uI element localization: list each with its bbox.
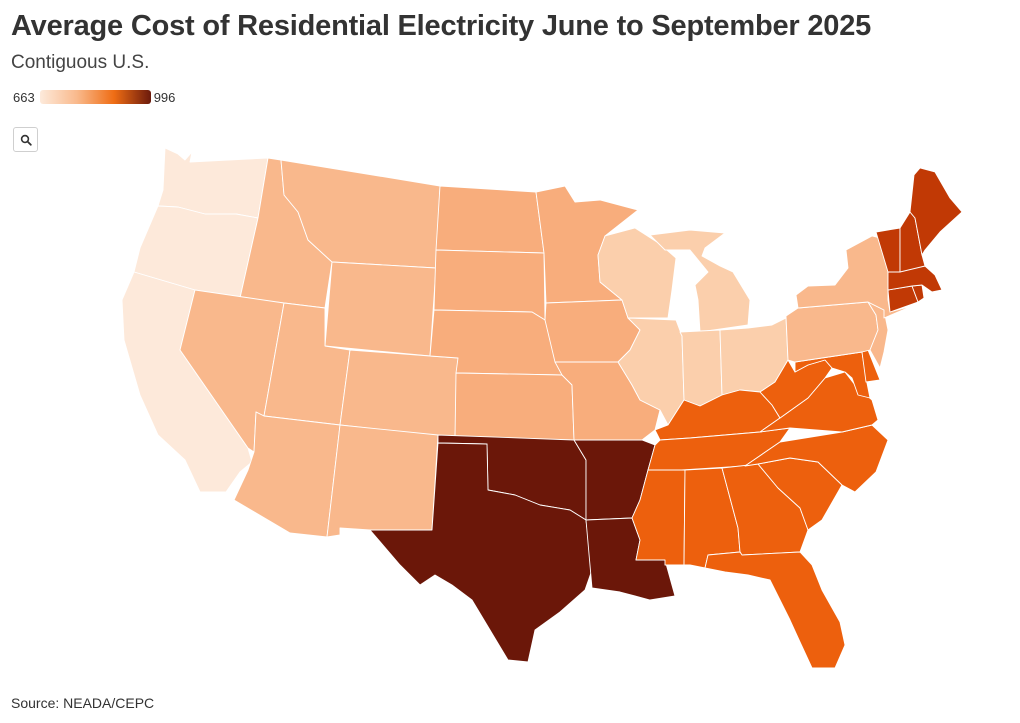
state-massachusetts[interactable] xyxy=(887,265,943,293)
legend-max-label: 996 xyxy=(153,89,176,105)
state-north-dakota[interactable] xyxy=(435,185,545,254)
state-florida[interactable] xyxy=(704,551,846,669)
state-maine[interactable] xyxy=(909,167,963,256)
state-kansas[interactable] xyxy=(454,372,575,441)
state-south-dakota[interactable] xyxy=(433,249,546,321)
color-legend: 663 996 xyxy=(13,89,175,105)
state-wyoming[interactable] xyxy=(324,261,437,357)
zoom-button[interactable] xyxy=(13,127,38,152)
state-north-carolina[interactable] xyxy=(744,424,889,493)
state-michigan[interactable] xyxy=(649,229,751,333)
magnifier-icon xyxy=(20,134,32,146)
state-colorado[interactable] xyxy=(339,349,461,439)
page-subtitle: Contiguous U.S. xyxy=(11,52,150,73)
state-wisconsin[interactable] xyxy=(597,227,677,319)
source-note: Source: NEADA/CEPC xyxy=(11,695,155,711)
page-title: Average Cost of Residential Electricity … xyxy=(11,10,872,42)
state-texas[interactable] xyxy=(369,442,593,663)
state-new-mexico[interactable] xyxy=(326,424,439,538)
state-indiana[interactable] xyxy=(679,329,723,407)
legend-min-label: 663 xyxy=(13,89,35,105)
legend-gradient-bar xyxy=(39,90,151,104)
